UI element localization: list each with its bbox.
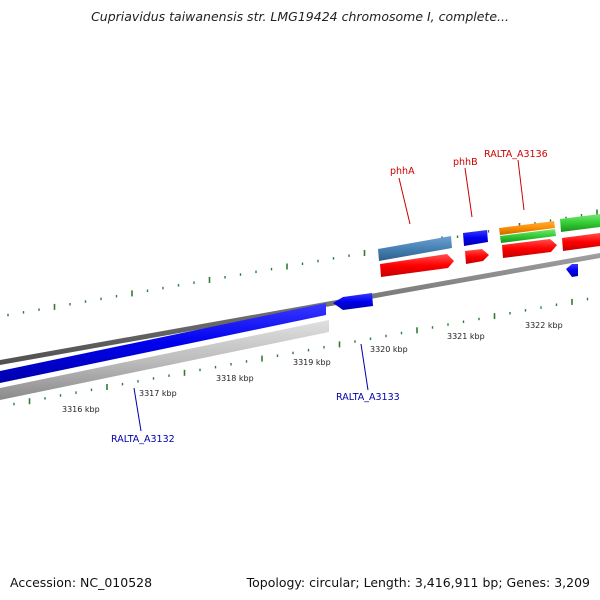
label-phha[interactable]: phhA	[390, 166, 415, 177]
gene-next-blue-arrow[interactable]	[566, 264, 578, 277]
scale-label-3321: 3321 kbp	[447, 332, 485, 341]
gene-ralta-a3136-cds[interactable]	[502, 239, 557, 258]
gene-ralta-a3132-feature[interactable]	[0, 320, 329, 400]
label-ralta-a3132[interactable]: RALTA_A3132	[111, 434, 175, 445]
leader-phhb	[464, 167, 473, 218]
gene-ralta-a3136-orange[interactable]	[499, 221, 555, 235]
scale-label-3320: 3320 kbp	[370, 345, 408, 354]
leader-ralta-a3136	[517, 159, 525, 211]
upper-tick-track	[7, 209, 598, 317]
leader-phha	[398, 177, 411, 225]
scale-label-3316: 3316 kbp	[62, 405, 100, 414]
gene-ralta-a3133[interactable]	[333, 293, 373, 310]
gene-phha-cds[interactable]	[380, 254, 454, 277]
scale-label-3322: 3322 kbp	[525, 321, 563, 330]
map-title: Cupriavidus taiwanensis str. LMG19424 ch…	[91, 9, 509, 24]
accession-text: Accession: NC_010528	[10, 575, 153, 590]
lower-tick-track	[13, 297, 589, 406]
label-phhb[interactable]: phhB	[453, 157, 478, 168]
gene-next-green[interactable]	[560, 214, 600, 232]
label-ralta-a3136[interactable]: RALTA_A3136	[484, 149, 548, 160]
gene-phhb-cds[interactable]	[465, 249, 489, 264]
genome-summary-text: Topology: circular; Length: 3,416,911 bp…	[246, 575, 590, 590]
leader-ralta-a3133	[360, 343, 369, 391]
label-ralta-a3133[interactable]: RALTA_A3133	[336, 392, 400, 403]
gene-next-red[interactable]	[562, 233, 600, 251]
gene-ralta-a3132-forward[interactable]	[0, 303, 326, 383]
scale-label-3318: 3318 kbp	[216, 374, 254, 383]
gene-phha-upper[interactable]	[378, 236, 452, 261]
gene-phhb-upper[interactable]	[463, 230, 488, 246]
scale-label-3317: 3317 kbp	[139, 389, 177, 398]
leader-ralta-a3132	[133, 387, 142, 432]
scale-label-3319: 3319 kbp	[293, 358, 331, 367]
gene-labels: phhA phhB RALTA_A3136 RALTA_A3133 RALTA_…	[111, 149, 548, 445]
scale-labels: 3316 kbp 3317 kbp 3318 kbp 3319 kbp 3320…	[62, 321, 563, 414]
gene-ralta-a3136-green[interactable]	[500, 229, 556, 243]
label-leaders	[133, 159, 525, 432]
